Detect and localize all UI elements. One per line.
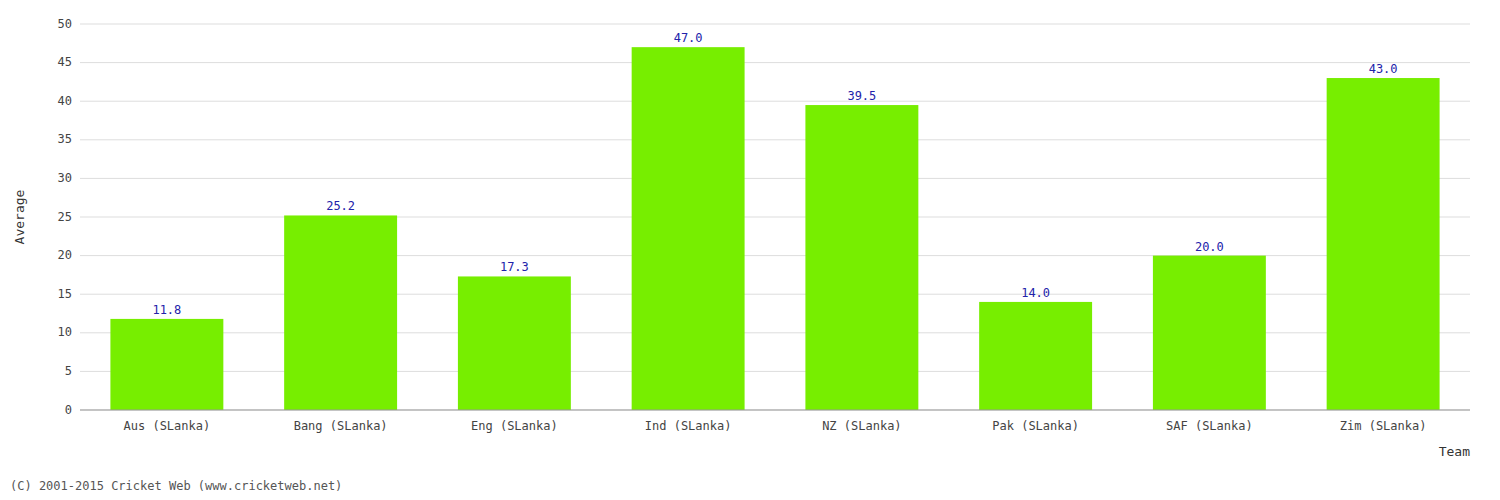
data-label: 47.0 bbox=[674, 31, 703, 45]
grid-line bbox=[80, 24, 1470, 25]
bar bbox=[1327, 78, 1440, 410]
data-label: 20.0 bbox=[1195, 240, 1224, 254]
y-tick-label: 0 bbox=[65, 403, 72, 417]
x-axis-line bbox=[80, 410, 1470, 411]
y-axis-label: Average bbox=[12, 189, 27, 244]
grid-line bbox=[80, 139, 1470, 140]
x-tick-label: Pak (SLanka) bbox=[992, 419, 1079, 433]
data-label: 43.0 bbox=[1369, 62, 1398, 76]
bar bbox=[1153, 256, 1266, 410]
data-label: 11.8 bbox=[152, 303, 181, 317]
y-tick-label: 5 bbox=[65, 364, 72, 378]
x-tick-label: NZ (SLanka) bbox=[822, 419, 901, 433]
chart-container: 0 5 10 15 20 25 30 35 40 45 50 11.8 25.2 17.3 47.0 39.5… bbox=[0, 0, 1500, 500]
chart: 0 5 10 15 20 25 30 35 40 45 50 11.8 25.2 17.3 47.0 39.5… bbox=[0, 0, 1500, 500]
x-tick-label: Ind (SLanka) bbox=[645, 419, 732, 433]
bar bbox=[805, 105, 918, 410]
data-label: 14.0 bbox=[1021, 286, 1050, 300]
y-tick-label: 25 bbox=[58, 210, 72, 224]
bar bbox=[110, 319, 223, 410]
data-label: 17.3 bbox=[500, 260, 529, 274]
grid-line bbox=[80, 101, 1470, 102]
bar bbox=[979, 302, 1092, 410]
grid-line bbox=[80, 178, 1470, 179]
bar bbox=[632, 47, 745, 410]
grid-line bbox=[80, 410, 1470, 411]
grid-line bbox=[80, 62, 1470, 63]
x-tick-label: Zim (SLanka) bbox=[1340, 419, 1427, 433]
y-tick-label: 40 bbox=[58, 94, 72, 108]
data-label: 25.2 bbox=[326, 199, 355, 213]
y-tick-label: 30 bbox=[58, 171, 72, 185]
x-tick-label: SAF (SLanka) bbox=[1166, 419, 1253, 433]
bar bbox=[284, 215, 397, 410]
x-tick-label: Bang (SLanka) bbox=[294, 419, 388, 433]
x-tick-label: Eng (SLanka) bbox=[471, 419, 558, 433]
y-tick-label: 35 bbox=[58, 132, 72, 146]
y-tick-label: 15 bbox=[58, 287, 72, 301]
x-axis-label: Team bbox=[1439, 444, 1470, 459]
bars bbox=[110, 47, 1439, 410]
bar bbox=[458, 276, 571, 410]
x-tick-label: Aus (SLanka) bbox=[124, 419, 211, 433]
y-tick-label: 50 bbox=[58, 17, 72, 31]
grid bbox=[80, 24, 1470, 410]
footer-note: (C) 2001-2015 Cricket Web (www.cricketwe… bbox=[10, 479, 342, 493]
data-label: 39.5 bbox=[847, 89, 876, 103]
y-tick-label: 20 bbox=[58, 248, 72, 262]
y-tick-label: 10 bbox=[58, 325, 72, 339]
y-tick-label: 45 bbox=[58, 55, 72, 69]
